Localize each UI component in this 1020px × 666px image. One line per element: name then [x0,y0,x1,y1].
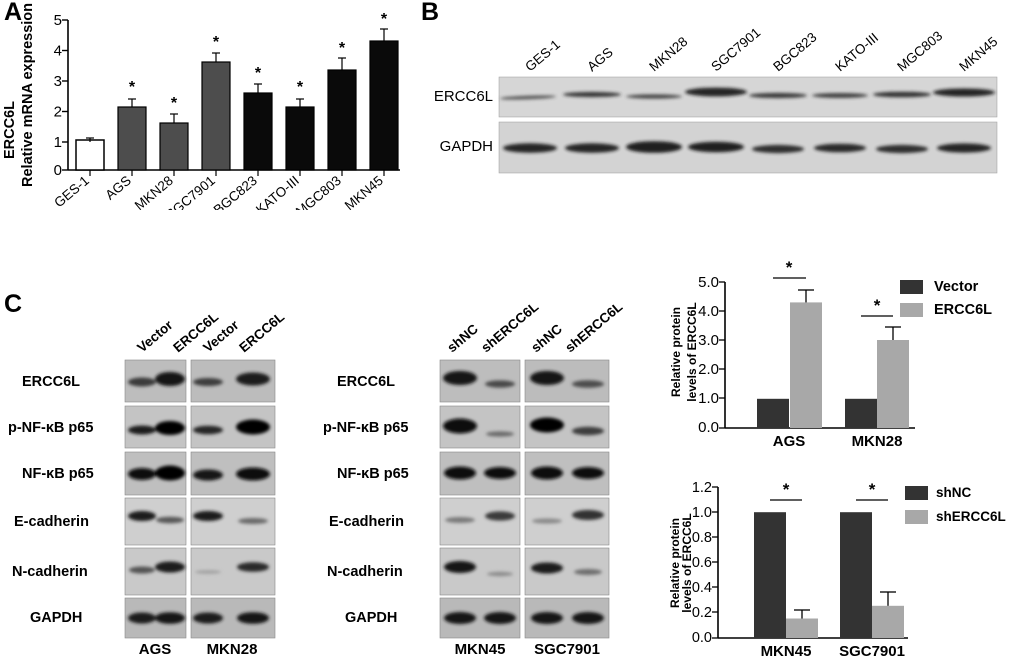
svg-text:AGS: AGS [584,44,615,74]
svg-text:shNC: shNC [528,321,565,355]
svg-text:SGC7901: SGC7901 [534,641,600,658]
svg-text:2: 2 [54,104,62,121]
svg-text:p-NF-κB p65: p-NF-κB p65 [8,420,93,436]
svg-text:shERCC6L: shERCC6L [936,509,1006,524]
svg-text:GES-1: GES-1 [522,37,563,75]
svg-text:shERCC6L: shERCC6L [562,299,625,355]
svg-text:SGC7901: SGC7901 [708,25,763,75]
svg-text:Vector: Vector [934,279,979,295]
svg-text:GAPDH: GAPDH [345,610,397,626]
svg-text:GAPDH: GAPDH [30,610,82,626]
svg-text:levels of ERCC6L: levels of ERCC6L [680,513,694,612]
svg-text:p-NF-κB p65: p-NF-κB p65 [323,420,408,436]
svg-text:*: * [869,480,876,499]
svg-text:GAPDH: GAPDH [440,138,493,155]
svg-text:E-cadherin: E-cadherin [14,514,89,530]
svg-text:BGC823: BGC823 [770,30,819,75]
svg-text:shNC: shNC [444,321,481,355]
svg-text:NF-κB p65: NF-κB p65 [337,466,409,482]
svg-text:3.0: 3.0 [698,332,719,349]
svg-text:*: * [171,95,178,112]
svg-text:3: 3 [54,73,62,90]
svg-text:*: * [213,34,220,51]
svg-text:*: * [255,65,262,82]
svg-text:MKN45: MKN45 [455,641,506,658]
svg-text:KATO-III: KATO-III [832,30,881,74]
svg-text:shNC: shNC [936,485,972,500]
svg-text:0.4: 0.4 [692,580,712,596]
svg-text:ERCC6L: ERCC6L [2,101,18,159]
svg-text:1.0: 1.0 [692,505,712,521]
svg-text:5: 5 [54,12,62,29]
svg-text:2.0: 2.0 [698,361,719,378]
svg-text:0.8: 0.8 [692,530,712,546]
svg-text:SGC7901: SGC7901 [839,643,905,660]
svg-text:1.2: 1.2 [692,480,712,496]
svg-text:AGS: AGS [773,433,806,450]
svg-text:E-cadherin: E-cadherin [329,514,404,530]
svg-text:BGC823: BGC823 [211,173,260,210]
svg-text:ERCC6L: ERCC6L [22,374,80,390]
svg-text:MKN45: MKN45 [342,173,386,210]
svg-text:MGC803: MGC803 [894,28,945,74]
svg-text:Relative mRNA expression: Relative mRNA expression [20,3,36,187]
svg-text:N-cadherin: N-cadherin [327,564,403,580]
svg-text:*: * [874,296,881,315]
svg-text:Vector: Vector [134,317,176,355]
svg-text:*: * [297,79,304,96]
svg-text:MKN45: MKN45 [761,643,812,660]
svg-text:0: 0 [54,162,62,179]
svg-text:ERCC6L: ERCC6L [934,302,992,318]
svg-text:1.0: 1.0 [698,390,719,407]
svg-text:AGS: AGS [139,641,172,658]
svg-text:5.0: 5.0 [698,274,719,291]
svg-text:0.0: 0.0 [698,419,719,436]
svg-text:4.0: 4.0 [698,303,719,320]
svg-text:NF-κB p65: NF-κB p65 [22,466,94,482]
svg-text:MKN45: MKN45 [956,34,1000,74]
svg-text:*: * [381,11,388,28]
svg-text:MGC803: MGC803 [293,173,344,210]
svg-text:levels of ERCC6L: levels of ERCC6L [685,302,699,401]
svg-text:MKN28: MKN28 [207,641,258,658]
svg-text:0.0: 0.0 [692,630,712,646]
svg-text:*: * [129,79,136,96]
svg-text:*: * [339,40,346,57]
svg-text:*: * [783,480,790,499]
svg-text:*: * [786,258,793,277]
svg-text:ERCC6L: ERCC6L [236,309,287,355]
svg-text:1: 1 [54,134,62,151]
svg-text:MKN28: MKN28 [646,34,690,74]
svg-text:0.2: 0.2 [692,605,712,621]
svg-text:KATO-III: KATO-III [253,173,302,210]
svg-text:AGS: AGS [102,173,133,203]
svg-text:MKN28: MKN28 [852,433,903,450]
svg-text:4: 4 [54,43,62,60]
svg-text:0.6: 0.6 [692,555,712,571]
svg-text:ERCC6L: ERCC6L [337,374,395,390]
svg-text:ERCC6L: ERCC6L [434,88,493,105]
svg-text:Relative protein: Relative protein [669,307,683,397]
svg-text:SGC7901: SGC7901 [163,173,218,210]
svg-text:N-cadherin: N-cadherin [12,564,88,580]
